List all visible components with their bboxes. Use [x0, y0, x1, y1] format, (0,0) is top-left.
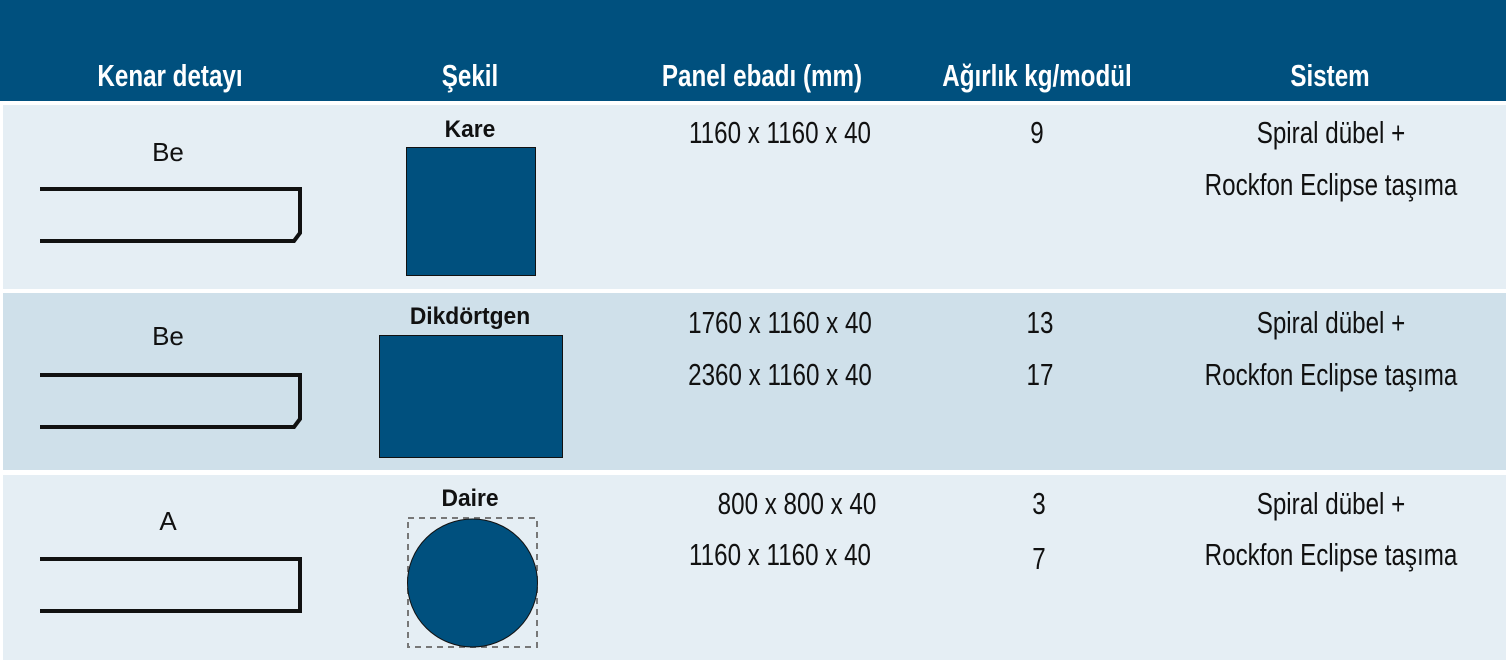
- header-weight: Ağırlık kg/modül: [942, 58, 1132, 93]
- table-row: Be Dikdörtgen 1760 x 1160 x 40 2360 x 11…: [3, 293, 1506, 470]
- rectangle-shape-icon: [379, 335, 563, 458]
- header-system: Sistem: [1290, 58, 1370, 93]
- system-line-1: Spiral dübel +: [1256, 115, 1406, 150]
- header-shape: Şekil: [441, 58, 499, 93]
- header-edge: Kenar detayı: [97, 58, 243, 93]
- weight: 17: [1026, 357, 1054, 392]
- system-line-2: Rockfon Eclipse taşıma: [1204, 537, 1458, 572]
- square-edge-icon: [40, 557, 302, 613]
- system-line-1: Spiral dübel +: [1256, 486, 1406, 521]
- circle-shape-icon: [407, 517, 538, 648]
- edge-label: Be: [152, 321, 184, 351]
- system-line-2: Rockfon Eclipse taşıma: [1204, 167, 1458, 202]
- system-line-2: Rockfon Eclipse taşıma: [1204, 357, 1458, 392]
- weight: 13: [1026, 305, 1054, 340]
- panel-size: 1760 x 1160 x 40: [688, 305, 872, 340]
- weight: 9: [1030, 115, 1044, 150]
- weight: 3: [1032, 486, 1046, 521]
- panel-size: 2360 x 1160 x 40: [688, 357, 872, 392]
- table-header: Kenar detayı Şekil Panel ebadı (mm) Ağır…: [0, 0, 1506, 101]
- edge-label: Be: [152, 137, 184, 167]
- header-size: Panel ebadı (mm): [661, 58, 863, 93]
- panel-size: 800 x 800 x 40: [717, 486, 877, 521]
- table-row: Be Kare 1160 x 1160 x 40 9 Spiral dübel …: [3, 105, 1506, 289]
- panel-size: 1160 x 1160 x 40: [689, 115, 871, 150]
- shape-label: Dikdörtgen: [409, 303, 531, 330]
- beveled-edge-icon: [40, 187, 302, 243]
- system-line-1: Spiral dübel +: [1256, 305, 1406, 340]
- shape-label: Kare: [444, 116, 496, 143]
- panel-size: 1160 x 1160 x 40: [689, 537, 871, 572]
- weight: 7: [1032, 541, 1046, 576]
- shape-label: Daire: [441, 485, 499, 512]
- edge-label: A: [159, 506, 177, 536]
- square-shape-icon: [406, 147, 536, 276]
- beveled-edge-icon: [40, 373, 302, 429]
- table-row: A Daire 800 x 800 x 40 1160 x 1160 x 40 …: [3, 475, 1506, 660]
